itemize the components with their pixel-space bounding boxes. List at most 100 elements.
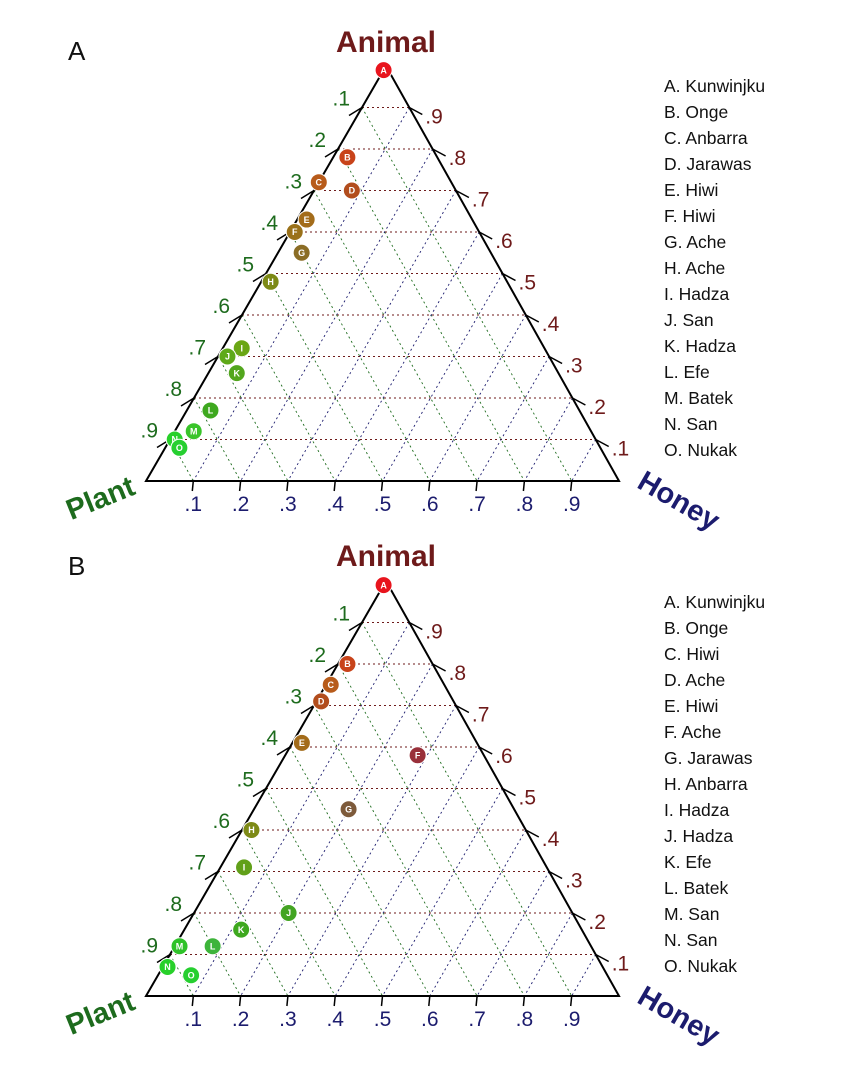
legend-entry: L. Efe <box>664 362 710 382</box>
legend-entry: D. Jarawas <box>664 154 752 174</box>
data-point <box>232 339 251 358</box>
tick-mark-plant <box>180 912 195 922</box>
data-point-label: K <box>234 368 241 378</box>
grid-line-honey <box>429 314 527 482</box>
tick-label-animal: .7 <box>472 704 490 727</box>
tick-label-plant: .3 <box>284 171 302 194</box>
data-point <box>227 364 246 383</box>
vertex-label-honey: Honey <box>632 465 725 537</box>
tick-label-animal: .5 <box>519 272 537 295</box>
data-point-label: G <box>345 804 352 814</box>
tick-label-plant: .6 <box>212 295 230 318</box>
data-point-label: G <box>298 248 305 258</box>
tick-mark-animal <box>595 953 610 963</box>
legend-entry: B. Onge <box>664 618 728 638</box>
grid-line-honey <box>287 190 457 482</box>
legend-entry: C. Hiwi <box>664 644 719 664</box>
tick-mark-honey <box>286 480 289 492</box>
tick-mark-honey <box>238 480 242 492</box>
tick-mark-honey <box>333 480 336 492</box>
legend-entry: N. San <box>664 414 718 434</box>
grid-line-honey <box>192 622 410 997</box>
data-point-label: F <box>292 227 298 237</box>
legend-entry: M. Batek <box>664 388 733 408</box>
tick-mark-plant <box>348 106 363 117</box>
data-point <box>321 675 340 694</box>
tick-label-animal: .3 <box>565 870 583 893</box>
panel-b: B.9.8.7.6.5.4.3.2.1.1.2.3.4.5.6.7.8.9.1.… <box>62 540 765 1052</box>
tick-label-honey: .3 <box>279 493 297 516</box>
tick-label-honey: .3 <box>279 1008 297 1031</box>
data-point <box>338 148 357 167</box>
data-point-label: O <box>188 970 195 980</box>
tick-label-animal: .1 <box>612 438 630 461</box>
legend-entry: O. Nukak <box>664 956 737 976</box>
legend-entry: J. San <box>664 310 714 330</box>
tick-mark-plant <box>252 787 267 798</box>
tick-label-plant: .7 <box>188 337 206 360</box>
grid-line-honey <box>476 356 550 482</box>
tick-label-animal: .2 <box>588 396 606 419</box>
tick-label-animal: .3 <box>565 355 583 378</box>
data-point <box>297 210 316 229</box>
tick-mark-animal <box>525 314 540 323</box>
tick-mark-plant <box>324 148 339 158</box>
tick-label-plant: .6 <box>212 810 230 833</box>
tick-label-plant: .2 <box>308 644 326 667</box>
tick-label-plant: .2 <box>308 129 326 152</box>
data-point-label: D <box>349 186 356 196</box>
tick-mark-plant <box>204 870 219 881</box>
legend-entry: K. Efe <box>664 852 712 872</box>
data-point-label: J <box>286 908 291 918</box>
grid-line-honey <box>524 912 573 997</box>
tick-mark-honey <box>522 995 526 1007</box>
legend-entry: G. Jarawas <box>664 748 753 768</box>
grid-line-plant <box>265 273 383 482</box>
grid-line-honey <box>476 871 550 997</box>
grid-line-plant <box>361 107 573 482</box>
legend-entry: A. Kunwinjku <box>664 592 765 612</box>
tick-mark-honey <box>569 480 573 492</box>
tick-label-honey: .8 <box>516 493 534 516</box>
grid-line-plant <box>193 912 241 997</box>
grid-line-plant <box>217 871 289 997</box>
grid-line-honey <box>429 829 527 997</box>
tick-label-animal: .1 <box>612 953 630 976</box>
grid-line-honey <box>192 107 410 482</box>
data-point <box>261 272 280 291</box>
data-point <box>182 966 201 985</box>
data-point <box>292 243 311 262</box>
tick-label-plant: .9 <box>140 935 158 958</box>
tick-mark-animal <box>595 438 610 448</box>
grid-line-plant <box>313 705 478 997</box>
tick-mark-plant <box>348 621 363 632</box>
data-point <box>339 800 358 819</box>
legend-entry: F. Ache <box>664 722 721 742</box>
tick-mark-plant <box>204 355 219 366</box>
tick-label-honey: .7 <box>468 1008 486 1031</box>
grid-line-honey <box>382 273 503 482</box>
data-point-label: K <box>238 925 245 935</box>
tick-mark-honey <box>286 995 289 1007</box>
data-point <box>203 937 222 956</box>
tick-label-animal: .9 <box>425 106 443 129</box>
data-point-label: M <box>190 426 198 436</box>
grid-line-honey <box>382 788 503 997</box>
tick-label-animal: .6 <box>495 230 513 253</box>
tick-label-plant: .9 <box>140 420 158 443</box>
tick-label-plant: .5 <box>236 769 254 792</box>
data-point-label: M <box>176 941 184 951</box>
tick-label-honey: .6 <box>421 493 439 516</box>
tick-label-honey: .7 <box>468 493 486 516</box>
grid-line-honey <box>571 954 597 997</box>
data-point-label: C <box>327 680 334 690</box>
tick-label-plant: .5 <box>236 254 254 277</box>
data-point <box>170 438 189 457</box>
vertex-label-plant: Plant <box>62 470 140 526</box>
tick-mark-honey <box>475 995 478 1007</box>
legend-entry: H. Anbarra <box>664 774 748 794</box>
tick-mark-plant <box>228 314 243 324</box>
tick-mark-plant <box>324 663 339 673</box>
legend-entry: A. Kunwinjku <box>664 76 765 96</box>
